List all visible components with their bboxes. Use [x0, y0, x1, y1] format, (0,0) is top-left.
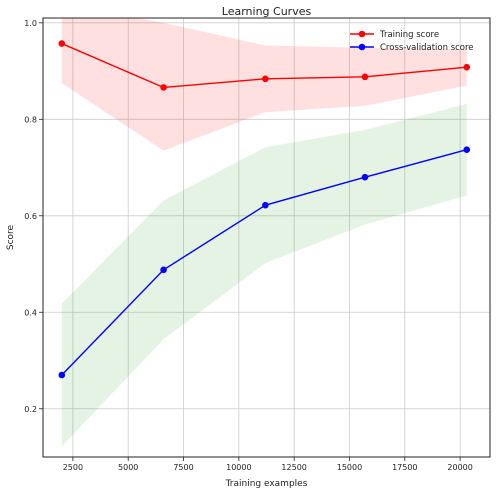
point-series-0-0: [58, 40, 66, 47]
point-series-1-1: [160, 266, 167, 274]
point-series-1-4: [463, 146, 471, 153]
x-axis-ticks: 2500 5000 7500 10000 12500 15000 17500 20000: [63, 457, 473, 472]
point-series-1-3: [361, 173, 369, 181]
y-tick-label-2: 0.6: [24, 212, 37, 221]
x-tick-label-7: 20000: [447, 463, 472, 472]
series-points: [58, 40, 471, 379]
legend-marker-1: [358, 43, 366, 51]
legend-label-0: Training score: [379, 30, 439, 40]
x-tick-label-0: 2500: [63, 463, 83, 472]
band-series-1: [61, 103, 467, 447]
y-tick-label-4: 1.0: [24, 19, 37, 28]
x-tick-label-1: 5000: [118, 463, 138, 472]
x-tick-label-3: 10000: [226, 463, 251, 472]
legend-marker-0: [358, 30, 366, 38]
point-series-0-1: [160, 84, 167, 91]
x-tick-label-4: 12500: [281, 463, 306, 472]
x-axis-label: Training examples: [225, 479, 308, 489]
point-series-0-2: [262, 75, 269, 83]
x-tick-label-2: 7500: [173, 463, 193, 472]
point-series-0-4: [463, 63, 471, 71]
band-series-0: [61, 18, 467, 151]
y-tick-label-1: 0.4: [24, 308, 37, 317]
x-tick-label-5: 15000: [337, 463, 362, 472]
y-tick-label-3: 0.8: [24, 115, 37, 124]
point-series-0-3: [361, 73, 369, 81]
chart-title: Learning Curves: [222, 5, 312, 18]
point-series-1-2: [262, 201, 269, 209]
score-bands: [61, 18, 467, 447]
point-series-1-0: [58, 371, 66, 379]
legend-label-1: Cross-validation score: [380, 43, 474, 53]
y-axis-ticks: 0.2 0.4 0.6 0.8 1.0: [24, 19, 43, 414]
plot-frame: [42, 17, 491, 458]
grid-lines: [43, 18, 490, 457]
legend: Training score Cross-validation score: [350, 30, 474, 53]
x-tick-label-6: 17500: [392, 463, 417, 472]
y-tick-label-0: 0.2: [24, 405, 37, 414]
y-axis-label: Score: [6, 224, 16, 250]
